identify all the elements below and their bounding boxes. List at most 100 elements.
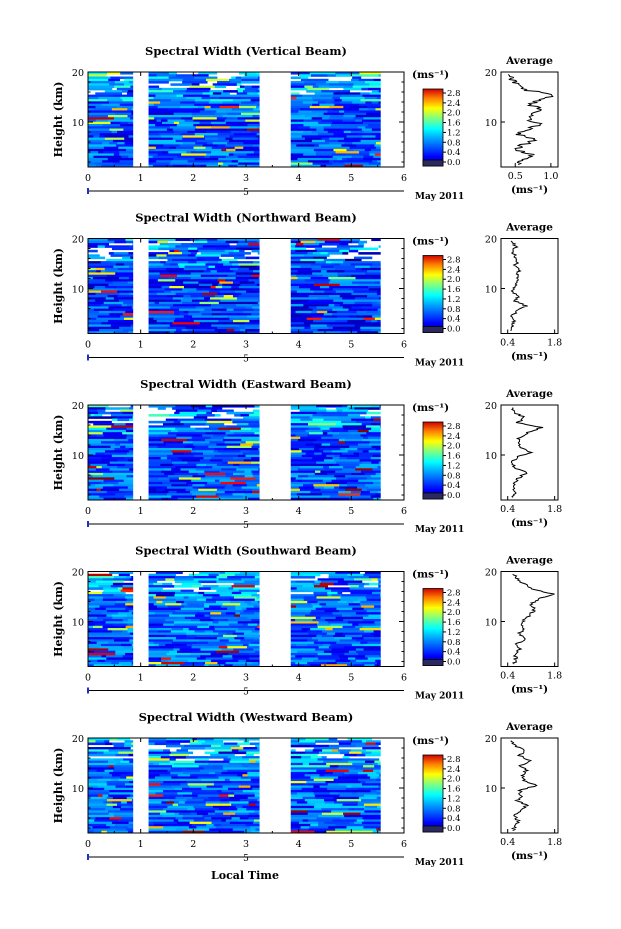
heatmap-cell [183, 286, 211, 289]
avg-title: Average [505, 55, 553, 67]
heatmap-cell [131, 306, 134, 309]
heatmap-cell [345, 274, 352, 278]
heatmap-cell [222, 459, 245, 462]
heatmap-cell [172, 128, 196, 132]
heatmap-cell [233, 432, 255, 435]
heatmap-cell [302, 762, 310, 766]
heatmap-cell [329, 792, 339, 795]
heatmap-cell [249, 657, 260, 661]
heatmap-cell [362, 817, 381, 820]
heatmap-cell [226, 148, 236, 152]
heatmap-cell [179, 265, 185, 269]
heatmap-cell [169, 650, 178, 654]
heatmap-cell [255, 101, 260, 104]
heatmap-cell [315, 470, 321, 474]
heatmap-cell [362, 616, 381, 620]
heatmap-cell [148, 434, 160, 437]
heatmap-cell [239, 817, 249, 820]
colorbar-tick-label: 1.2 [447, 128, 461, 138]
heatmap-cell [359, 151, 370, 154]
heatmap-cell [330, 643, 353, 647]
heatmap-cell [319, 103, 335, 107]
heatmap-cell [290, 72, 311, 75]
heatmap-cell [328, 276, 356, 280]
heatmap-cell [130, 794, 134, 798]
heatmap-cell [305, 463, 334, 467]
heatmap-cell [322, 414, 349, 417]
heatmap-cell [109, 128, 124, 132]
heatmap-cell [241, 110, 260, 114]
heatmap-cell [256, 126, 260, 129]
heatmap-cell [189, 821, 212, 825]
heatmap-cell [353, 117, 364, 120]
heatmap-cell [113, 576, 127, 579]
heatmap-cell [105, 607, 126, 611]
colorbar-tick-label: 1.6 [447, 452, 461, 462]
colorbar-under [422, 825, 444, 833]
heatmap-cell [308, 783, 329, 786]
heatmap-cell [237, 164, 252, 168]
heatmap-cell [148, 124, 156, 127]
heatmap-cell [376, 292, 381, 296]
heatmap-cell [196, 657, 207, 661]
heatmap-cell [131, 661, 134, 665]
heatmap-cell [148, 135, 162, 138]
heatmap-cell [179, 144, 204, 147]
heatmap-cell [103, 589, 122, 593]
heatmap-cell [345, 495, 372, 499]
heatmap-cell [344, 110, 361, 114]
heatmap-cell [163, 780, 187, 784]
heatmap-cell [121, 817, 134, 820]
heatmap-cell [95, 267, 106, 271]
heatmap-cell [231, 585, 255, 588]
heatmap-cell [349, 751, 362, 755]
heatmap-cell [308, 632, 328, 636]
heatmap-cell [129, 578, 134, 581]
heatmap-cell [242, 790, 260, 793]
heatmap-cell [126, 434, 134, 437]
heatmap-cell [88, 450, 106, 453]
heatmap-cell [100, 261, 112, 264]
heatmap-cell [223, 162, 239, 166]
heatmap-cell [290, 153, 304, 156]
heatmap-cell [117, 466, 134, 469]
beam-panel-4: Spectral Width (Westward Beam)0 1 2 3 4 5 6102… [52, 710, 562, 868]
heatmap-cell [160, 778, 185, 782]
heatmap-cell [106, 481, 119, 485]
heatmap-cell [154, 776, 172, 780]
heatmap-cell [205, 598, 231, 602]
heatmap-cell [254, 405, 260, 408]
heatmap-cell [341, 94, 363, 98]
heatmap-cell [321, 322, 349, 325]
heatmap-cell [334, 304, 341, 307]
heatmap-cell [183, 596, 189, 599]
heatmap-cell [240, 265, 257, 269]
heatmap-cell [114, 447, 130, 451]
heatmap-cell [214, 265, 241, 269]
heatmap-cell [148, 490, 169, 494]
heatmap-cell [131, 576, 134, 579]
heatmap-cell [348, 322, 361, 325]
heatmap-cell [355, 744, 379, 748]
heatmap-cell [376, 796, 381, 800]
heatmap-cell [148, 162, 154, 166]
heatmap-cell [173, 801, 180, 804]
heatmap-cell [183, 295, 192, 298]
colorbar-tick-label: 2.0 [447, 775, 461, 785]
heatmap-cell [126, 94, 134, 98]
heatmap-cell [343, 301, 355, 305]
heatmap-cell [176, 776, 199, 780]
heatmap-cell [88, 612, 103, 615]
heatmap-cell [199, 310, 222, 314]
heatmap-cell [148, 315, 161, 318]
heatmap-cell [323, 128, 342, 132]
heatmap-cell [290, 281, 315, 285]
heatmap-cell [204, 664, 210, 667]
heatmap-cell [214, 780, 232, 784]
heatmap-cell [180, 270, 205, 273]
colorbar-unit: (ms⁻¹) [412, 69, 449, 81]
heatmap-cell [321, 443, 331, 447]
heatmap-cell [105, 286, 117, 289]
heatmap-cell [159, 272, 181, 275]
heatmap-cell [371, 319, 378, 323]
